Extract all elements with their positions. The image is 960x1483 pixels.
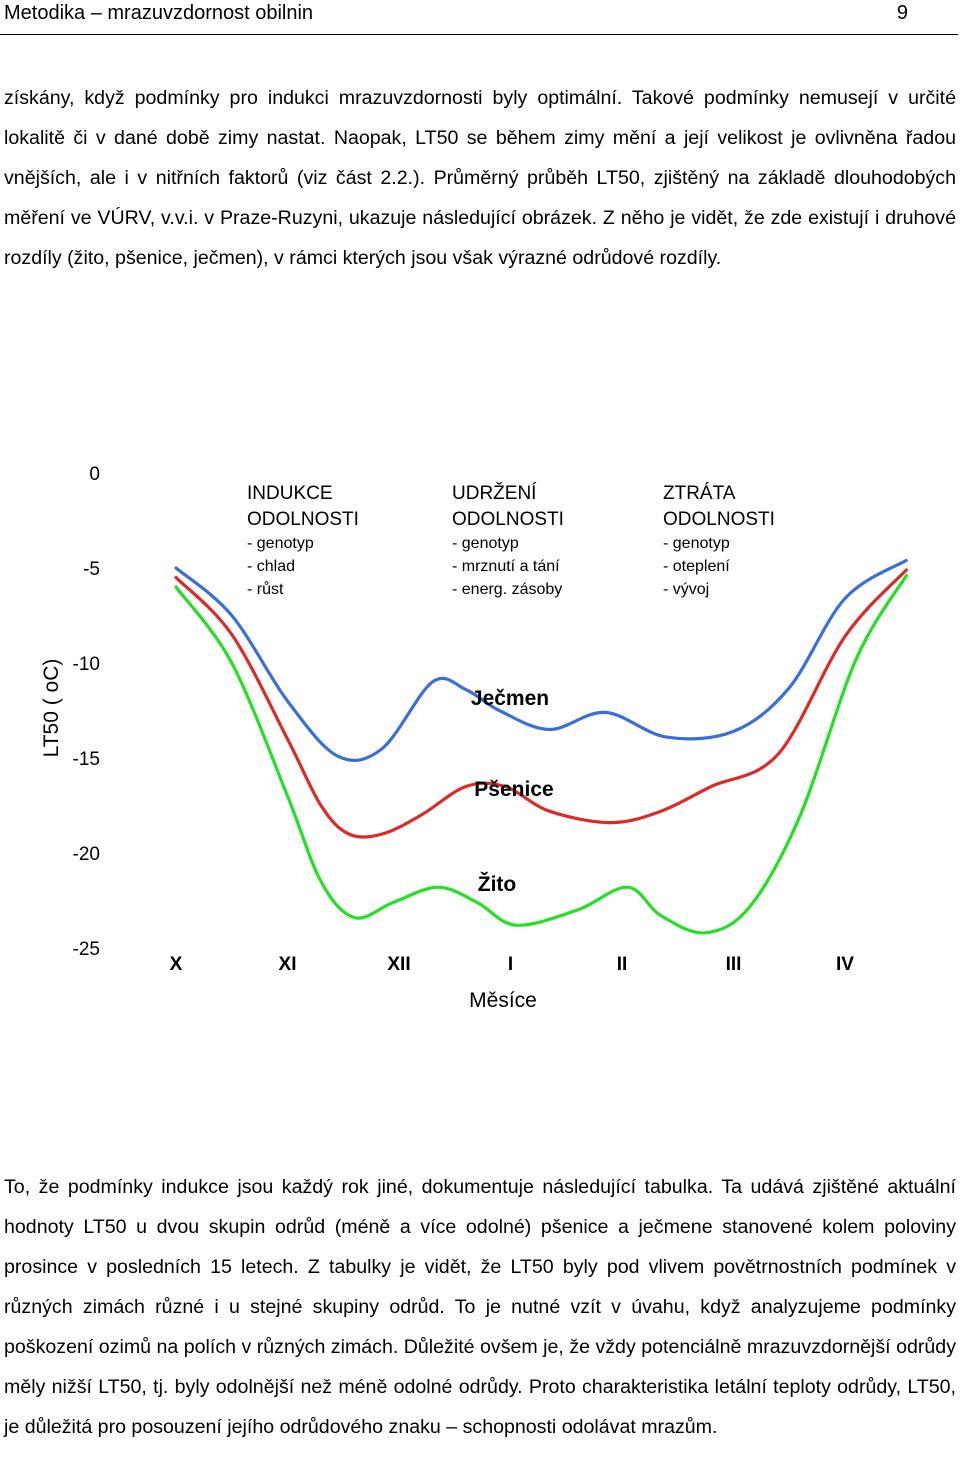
- phase-factor: - genotyp: [663, 535, 730, 552]
- lt50-chart: LT50 ( oC) 0 -5 -10 -15 -20 -25 INDUKCE ODOLNO…: [40, 464, 908, 1012]
- phase-subtitle: ODOLNOSTI: [452, 509, 564, 530]
- page-header: Metodika – mrazuvzdornost obilnin 9: [4, 0, 954, 26]
- x-tick-label: III: [726, 954, 742, 975]
- y-tick-label: -20: [73, 844, 100, 865]
- table-intro-paragraph: To, že podmínky indukce jsou každý rok j…: [4, 1176, 956, 1438]
- series-line: [174, 574, 908, 935]
- phase-subtitle: ODOLNOSTI: [247, 509, 359, 530]
- series-label: Pšenice: [474, 778, 553, 801]
- phase-title: INDUKCE: [247, 483, 333, 504]
- y-tick-label: -15: [73, 749, 100, 770]
- phase-annotations: INDUKCE ODOLNOSTI - genotyp - chlad - růst UD…: [247, 482, 775, 598]
- x-tick-label: XII: [387, 954, 410, 975]
- phase-factor: - růst: [247, 580, 284, 598]
- y-tick-label: -5: [83, 559, 100, 580]
- y-tick-label: 0: [89, 464, 100, 485]
- x-tick-label: I: [508, 954, 513, 975]
- series-line: [174, 568, 908, 839]
- y-axis-label: LT50 ( oC): [40, 659, 63, 758]
- x-tick-label: II: [617, 954, 628, 975]
- series-line: [174, 558, 908, 763]
- y-axis-title: LT50 ( oC): [40, 659, 63, 758]
- phase-title: UDRŽENÍ: [452, 482, 537, 504]
- y-tick-label: -10: [73, 654, 100, 675]
- x-axis-label: Měsíce: [469, 989, 537, 1012]
- y-tick-labels: 0 -5 -10 -15 -20 -25: [73, 464, 100, 960]
- x-tick-label: X: [170, 954, 183, 975]
- x-tick-label: XI: [279, 954, 297, 975]
- phase-factor: - oteplení: [663, 558, 730, 575]
- x-tick-label: IV: [836, 954, 854, 975]
- header-title: Metodika – mrazuvzdornost obilnin: [4, 2, 314, 24]
- phase-factor: - genotyp: [452, 535, 519, 552]
- phase-factor: - mrznutí a tání: [452, 558, 560, 575]
- series-label: Ječmen: [471, 687, 549, 710]
- phase-factor: - chlad: [247, 558, 295, 575]
- x-tick-labels: X XI XII I II III IV: [170, 954, 855, 975]
- header-rule: [0, 34, 958, 35]
- intro-paragraph: získány, když podmínky pro indukci mrazu…: [4, 87, 956, 269]
- series-labels: Ječmen Pšenice Žito: [471, 687, 554, 896]
- series-lines: [174, 558, 908, 935]
- y-tick-label: -25: [73, 939, 100, 960]
- page-number: 9: [896, 2, 908, 24]
- phase-factor: - vývoj: [663, 581, 709, 598]
- phase-subtitle: ODOLNOSTI: [663, 509, 775, 530]
- series-label: Žito: [478, 872, 516, 896]
- phase-factor: - genotyp: [247, 535, 314, 552]
- phase-title: ZTRÁTA: [663, 483, 736, 504]
- phase-factor: - energ. zásoby: [452, 581, 562, 598]
